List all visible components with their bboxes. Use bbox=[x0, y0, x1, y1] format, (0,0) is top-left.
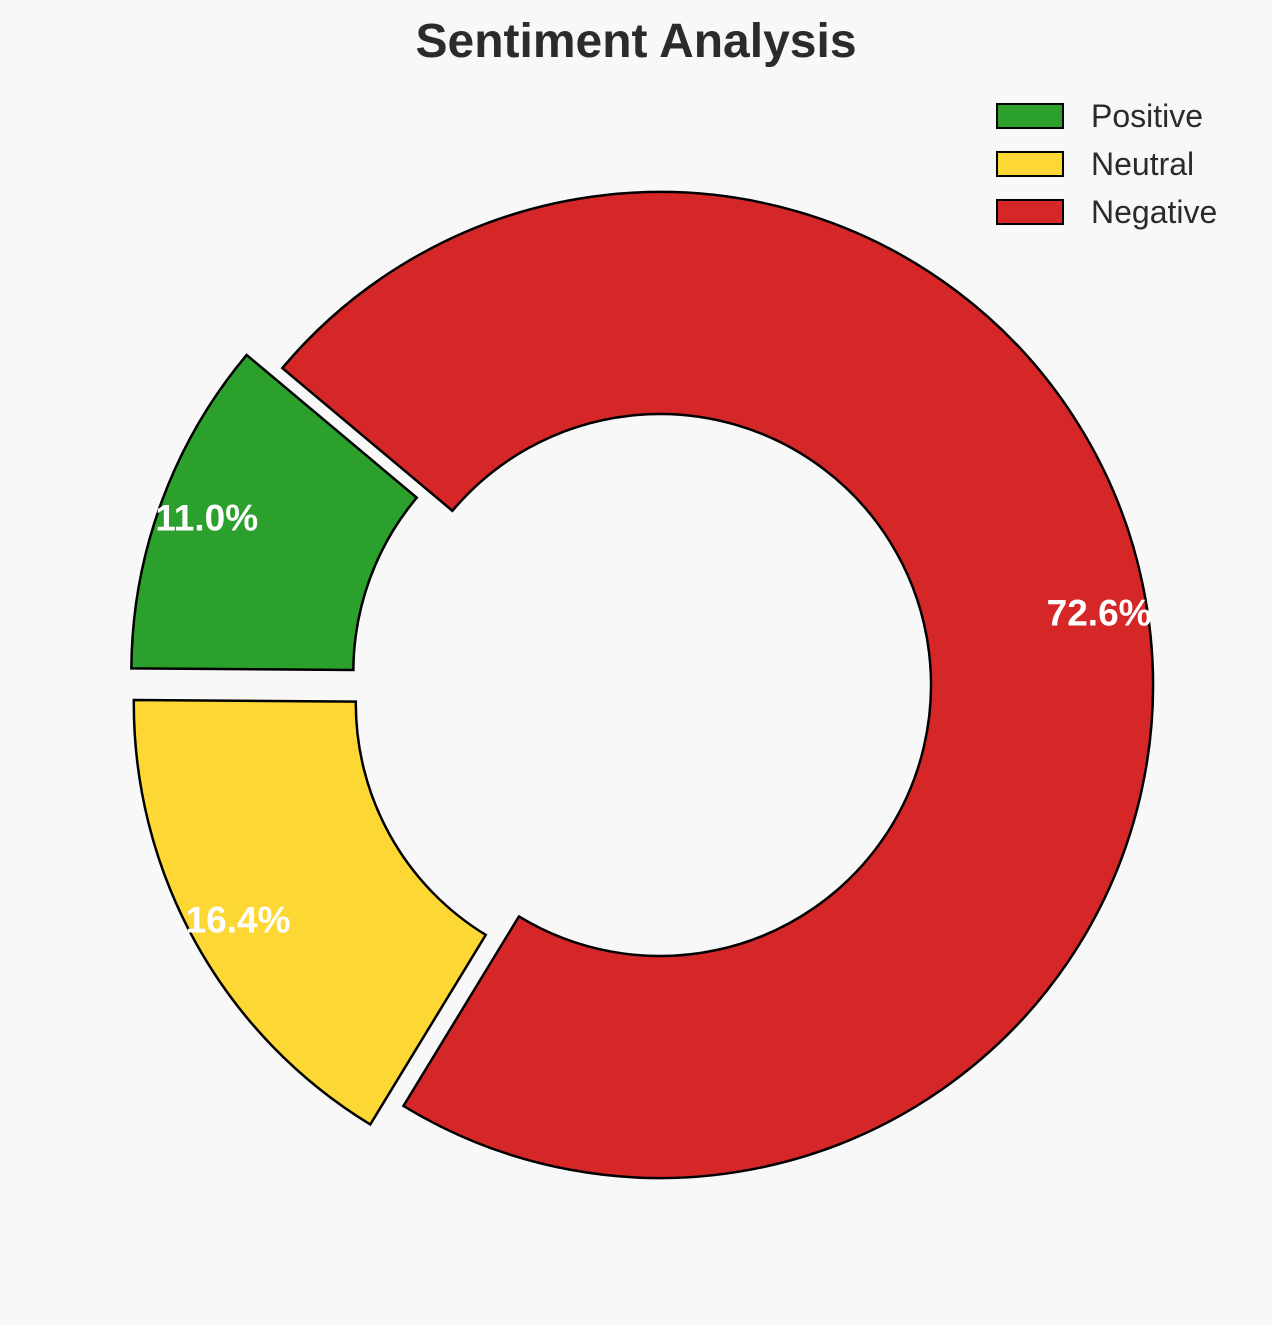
chart-title: Sentiment Analysis bbox=[415, 15, 856, 68]
legend-label-negative: Negative bbox=[1091, 194, 1217, 230]
slice-neutral bbox=[132, 698, 488, 1127]
slice-label-negative: 72.6% bbox=[1047, 592, 1152, 633]
legend: Positive Neutral Negative bbox=[996, 98, 1217, 230]
donut-slices bbox=[130, 190, 1155, 1180]
legend-label-positive: Positive bbox=[1091, 98, 1203, 134]
slice-labels: 11.0% 16.4% 72.6% bbox=[155, 498, 1151, 941]
slice-negative bbox=[280, 190, 1155, 1180]
slice-label-neutral: 16.4% bbox=[186, 900, 291, 941]
legend-swatch-positive bbox=[996, 103, 1064, 129]
slice-positive bbox=[130, 353, 419, 672]
legend-swatch-negative bbox=[996, 199, 1064, 225]
legend-swatch-neutral bbox=[996, 151, 1064, 177]
legend-label-neutral: Neutral bbox=[1091, 146, 1194, 182]
slice-label-positive: 11.0% bbox=[155, 498, 258, 539]
